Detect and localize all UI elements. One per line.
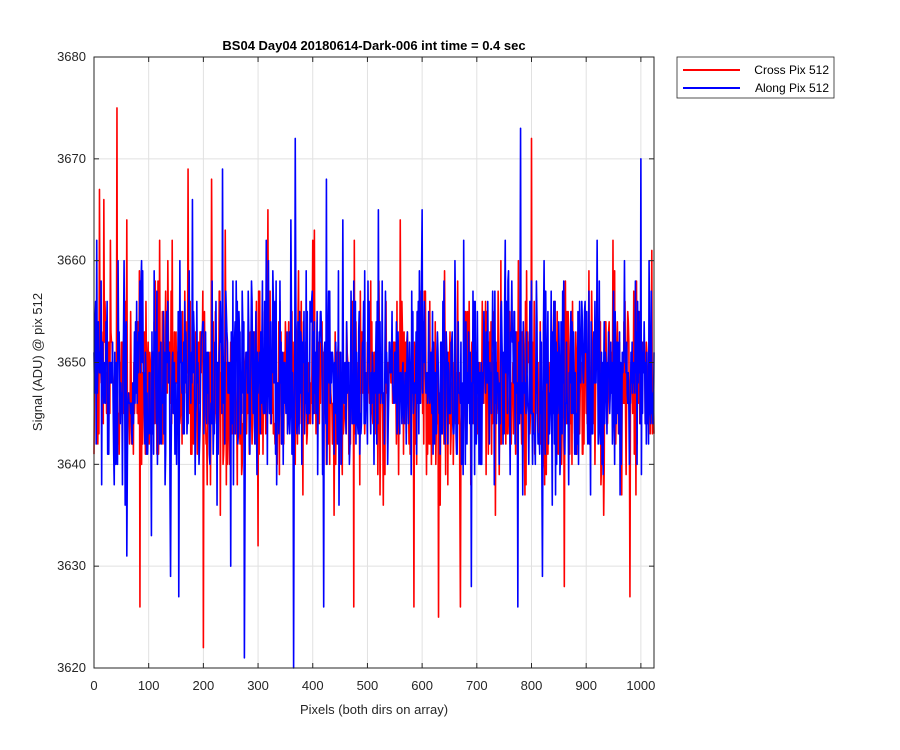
y-tick-label: 3630 (57, 558, 86, 573)
y-tick-label: 3660 (57, 253, 86, 268)
x-tick-label: 400 (302, 678, 324, 693)
legend: Cross Pix 512 Along Pix 512 (676, 56, 835, 99)
x-tick-label: 600 (411, 678, 433, 693)
chart-title: BS04 Day04 20180614-Dark-006 int time = … (222, 38, 525, 53)
x-tick-label: 300 (247, 678, 269, 693)
y-axis-ticks: 3620 3630 3640 3650 3660 3670 3680 (57, 49, 654, 675)
x-tick-label: 800 (521, 678, 543, 693)
series-layer (93, 107, 655, 669)
x-axis-ticks: 0 100 200 300 400 500 600 700 800 900 1000 (90, 57, 655, 693)
legend-entry-along: Along Pix 512 (755, 81, 829, 95)
y-tick-label: 3640 (57, 456, 86, 471)
y-tick-label: 3620 (57, 660, 86, 675)
x-tick-label: 900 (575, 678, 597, 693)
x-tick-label: 700 (466, 678, 488, 693)
x-tick-label: 500 (357, 678, 379, 693)
y-tick-label: 3650 (57, 355, 86, 370)
x-tick-label: 100 (138, 678, 160, 693)
x-tick-label: 200 (193, 678, 215, 693)
series-line-along-pix-512 (93, 127, 655, 669)
x-tick-label: 1000 (626, 678, 655, 693)
y-tick-label: 3670 (57, 151, 86, 166)
y-tick-label: 3680 (57, 49, 86, 64)
legend-entry-cross: Cross Pix 512 (754, 63, 829, 77)
x-tick-label: 0 (90, 678, 97, 693)
legend-box (676, 56, 835, 99)
y-axis-label: Signal (ADU) @ pix 512 (30, 293, 45, 431)
x-axis-label: Pixels (both dirs on array) (300, 702, 448, 717)
